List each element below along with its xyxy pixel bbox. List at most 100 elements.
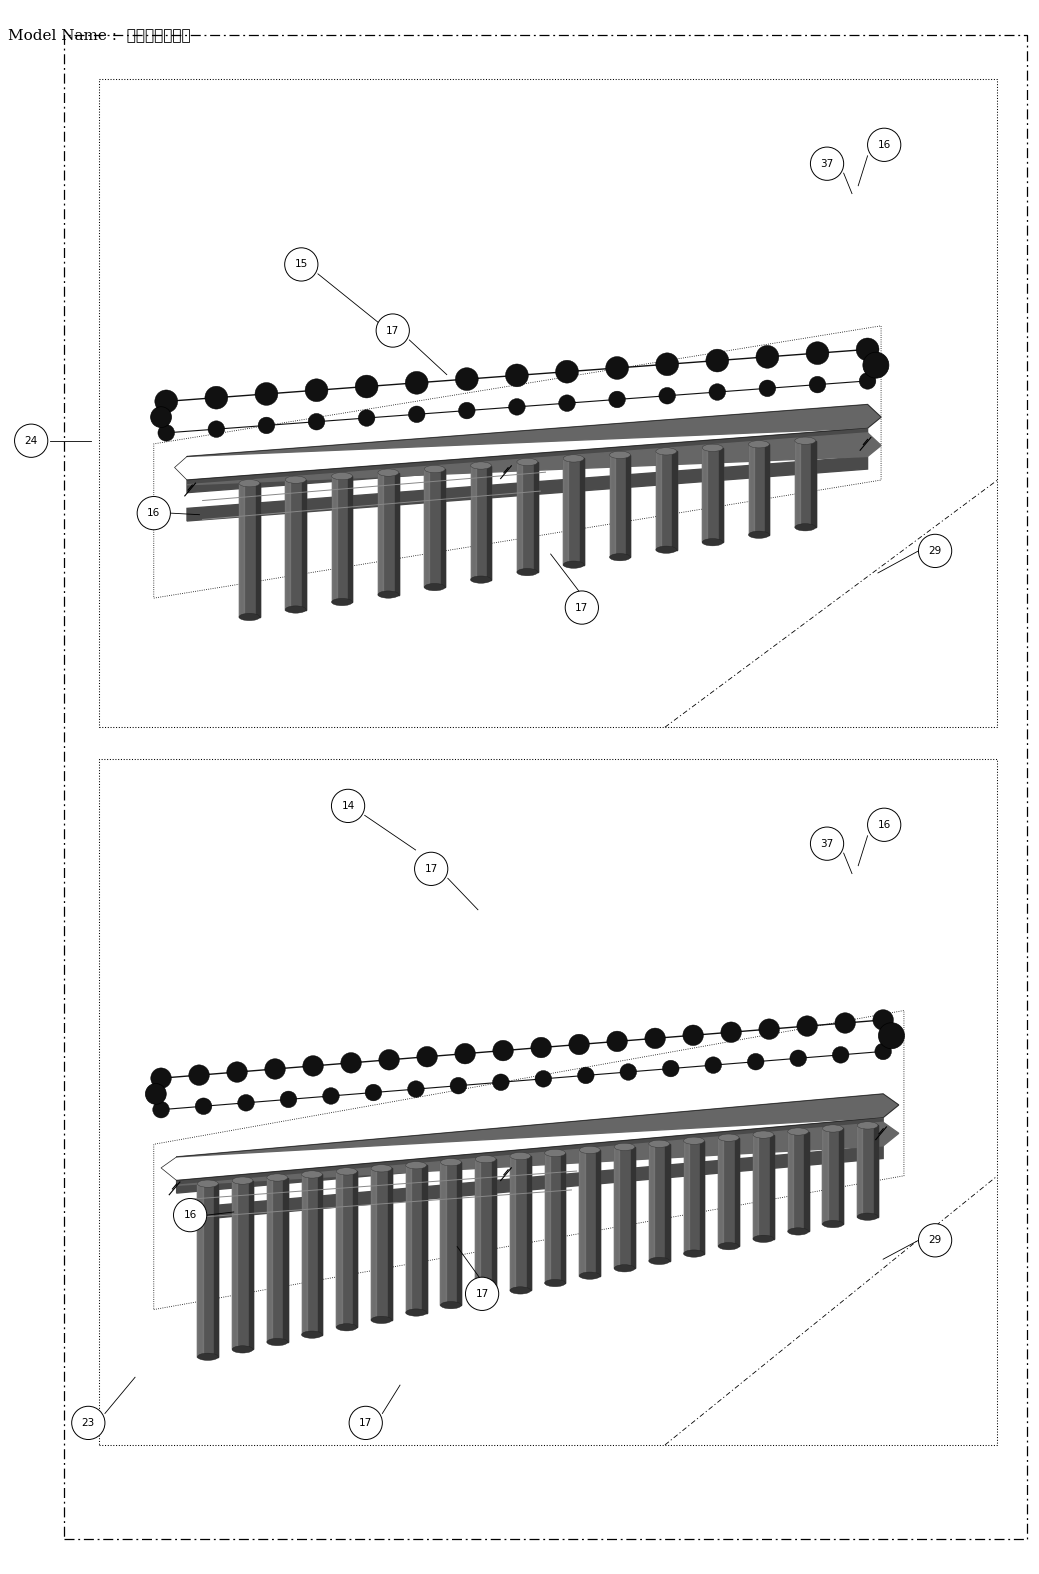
Ellipse shape — [857, 1214, 878, 1220]
Ellipse shape — [151, 406, 171, 428]
Ellipse shape — [648, 1140, 669, 1147]
Polygon shape — [627, 455, 631, 557]
Polygon shape — [187, 405, 881, 456]
Polygon shape — [337, 1171, 357, 1327]
Ellipse shape — [341, 1053, 362, 1073]
Text: 23: 23 — [82, 1418, 95, 1428]
Ellipse shape — [797, 1015, 818, 1036]
Polygon shape — [700, 1141, 704, 1253]
Ellipse shape — [458, 403, 475, 419]
Polygon shape — [177, 1094, 899, 1157]
Ellipse shape — [721, 1022, 742, 1042]
Polygon shape — [811, 441, 816, 527]
Ellipse shape — [232, 1177, 252, 1184]
Ellipse shape — [441, 1158, 461, 1166]
Polygon shape — [406, 1165, 427, 1313]
Ellipse shape — [879, 1023, 904, 1048]
Ellipse shape — [568, 1034, 589, 1055]
Polygon shape — [857, 1125, 878, 1217]
Ellipse shape — [788, 1129, 808, 1135]
Ellipse shape — [790, 1050, 806, 1067]
Polygon shape — [563, 458, 568, 565]
Ellipse shape — [748, 441, 769, 449]
Ellipse shape — [450, 1077, 467, 1094]
Polygon shape — [718, 1138, 723, 1247]
Ellipse shape — [868, 807, 901, 842]
Ellipse shape — [155, 390, 178, 412]
Polygon shape — [610, 455, 631, 557]
Polygon shape — [748, 444, 753, 535]
Text: 16: 16 — [878, 820, 890, 829]
Ellipse shape — [620, 1064, 637, 1080]
Ellipse shape — [648, 1258, 669, 1264]
Ellipse shape — [258, 417, 274, 434]
Ellipse shape — [556, 360, 579, 382]
Polygon shape — [406, 1165, 411, 1313]
Ellipse shape — [918, 534, 952, 568]
Polygon shape — [580, 1151, 601, 1275]
Polygon shape — [337, 1171, 342, 1327]
Ellipse shape — [286, 475, 307, 483]
Polygon shape — [702, 449, 708, 541]
Ellipse shape — [465, 1277, 499, 1311]
Ellipse shape — [823, 1220, 844, 1228]
Polygon shape — [840, 1129, 844, 1225]
Polygon shape — [656, 452, 661, 549]
Text: 16: 16 — [148, 508, 160, 518]
Polygon shape — [770, 1135, 774, 1239]
Polygon shape — [471, 466, 491, 579]
Polygon shape — [795, 441, 800, 527]
Ellipse shape — [544, 1280, 565, 1286]
Polygon shape — [248, 1180, 252, 1349]
Ellipse shape — [609, 392, 625, 408]
Polygon shape — [580, 1151, 585, 1275]
Ellipse shape — [407, 1081, 424, 1097]
Ellipse shape — [806, 342, 829, 365]
Polygon shape — [267, 1177, 288, 1343]
Polygon shape — [371, 1168, 392, 1321]
Ellipse shape — [857, 1122, 878, 1129]
Ellipse shape — [705, 349, 728, 371]
Polygon shape — [527, 1155, 531, 1291]
Ellipse shape — [153, 1102, 169, 1118]
Ellipse shape — [614, 1143, 635, 1151]
Ellipse shape — [158, 425, 175, 441]
Ellipse shape — [174, 1198, 207, 1232]
Ellipse shape — [232, 1346, 252, 1354]
Ellipse shape — [417, 1047, 437, 1067]
Polygon shape — [284, 1177, 288, 1343]
Polygon shape — [395, 472, 399, 595]
Text: 17: 17 — [359, 1418, 372, 1428]
Polygon shape — [719, 449, 723, 541]
Ellipse shape — [517, 458, 538, 466]
Ellipse shape — [810, 146, 844, 181]
Ellipse shape — [656, 546, 676, 554]
Text: 17: 17 — [425, 864, 437, 874]
Ellipse shape — [15, 423, 48, 458]
Ellipse shape — [505, 364, 528, 387]
Ellipse shape — [331, 472, 352, 480]
Polygon shape — [187, 428, 868, 493]
Polygon shape — [424, 469, 445, 587]
Ellipse shape — [475, 1294, 496, 1302]
Ellipse shape — [286, 606, 307, 614]
Ellipse shape — [684, 1136, 704, 1144]
Polygon shape — [823, 1129, 844, 1225]
Polygon shape — [267, 1177, 272, 1343]
Ellipse shape — [663, 1061, 680, 1077]
Polygon shape — [423, 1165, 427, 1313]
Polygon shape — [177, 1118, 883, 1193]
Ellipse shape — [645, 1028, 665, 1048]
Polygon shape — [286, 480, 307, 609]
Ellipse shape — [510, 1152, 531, 1160]
Ellipse shape — [305, 379, 328, 401]
Ellipse shape — [301, 1332, 322, 1338]
Polygon shape — [487, 466, 491, 579]
Polygon shape — [823, 1129, 828, 1225]
Polygon shape — [748, 444, 769, 535]
Ellipse shape — [455, 368, 478, 390]
Text: 16: 16 — [878, 140, 890, 150]
Polygon shape — [656, 452, 676, 549]
Ellipse shape — [614, 1264, 635, 1272]
Polygon shape — [232, 1180, 252, 1349]
